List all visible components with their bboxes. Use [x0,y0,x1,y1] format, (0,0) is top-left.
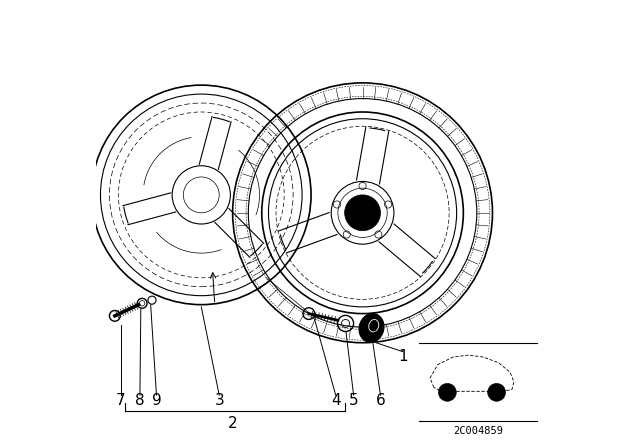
Circle shape [438,383,456,401]
Circle shape [488,383,506,401]
Ellipse shape [359,314,384,342]
Text: 8: 8 [135,393,145,409]
Text: 7: 7 [116,393,125,409]
Text: 6: 6 [376,393,385,409]
Text: 1: 1 [398,349,408,364]
Text: 2C004859: 2C004859 [453,426,503,436]
Text: 3: 3 [214,393,224,409]
Text: 4: 4 [331,393,340,409]
Text: 5: 5 [349,393,358,409]
Circle shape [344,195,380,231]
Text: 9: 9 [152,393,161,409]
Text: 2: 2 [228,416,237,431]
